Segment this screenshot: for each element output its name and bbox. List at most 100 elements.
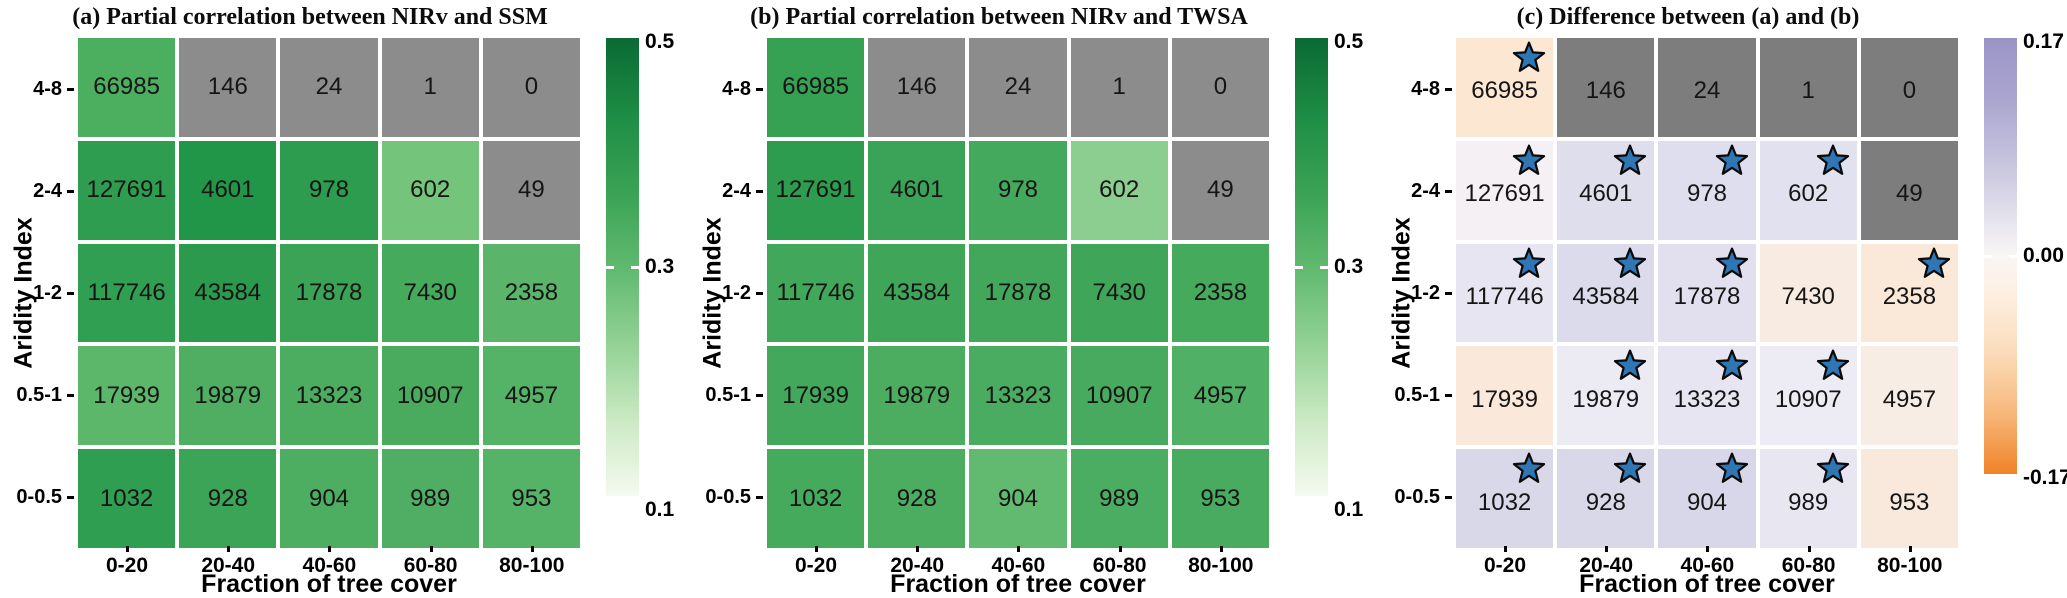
heatmap-cell: 13323 bbox=[1658, 346, 1756, 446]
colorbar-tick-mark bbox=[631, 266, 639, 269]
heatmap-cell: 49 bbox=[482, 140, 580, 240]
heatmap-cell: 989 bbox=[1070, 449, 1168, 548]
cell-count-label: 17939 bbox=[1471, 385, 1538, 413]
heatmap-grid: 66985 146 24 1 0 127691 4601 978 602 49 117746 4358… bbox=[78, 38, 580, 548]
x-tick-labels: 0-20 20-40 40-60 60-80 80-100 bbox=[78, 546, 580, 578]
x-tick-label: 20-40 bbox=[179, 546, 277, 578]
heatmap-cell: 978 bbox=[969, 140, 1067, 240]
x-axis-label: Fraction of tree cover bbox=[201, 570, 457, 598]
cell-count-label: 953 bbox=[1889, 488, 1930, 516]
significance-star-icon bbox=[1513, 452, 1546, 484]
cell-count-label: 928 bbox=[207, 484, 248, 512]
y-tick-label: 0-0.5 bbox=[689, 446, 763, 548]
cell-count-label: 978 bbox=[997, 176, 1039, 204]
cell-count-label: 602 bbox=[1788, 180, 1829, 208]
heatmap-grid: 66985 146 24 1 0 127691 4601 978 602 49 117746 4358… bbox=[767, 38, 1269, 548]
cell-count-label: 146 bbox=[896, 73, 937, 101]
panel-b-title: (b) Partial correlation between NIRv and… bbox=[750, 4, 1248, 30]
significance-star-icon bbox=[1715, 452, 1748, 484]
y-tick-label: 4-8 bbox=[0, 38, 74, 140]
x-tick-label: 20-40 bbox=[1557, 546, 1655, 578]
cell-count-label: 24 bbox=[315, 73, 343, 101]
heatmap-grid: 66985 146 24 1 0 127691 4601 978 602 49 117746 4358… bbox=[1456, 38, 1958, 548]
heatmap-cell: 66985 bbox=[1456, 38, 1554, 137]
cell-count-label: 4601 bbox=[1579, 180, 1633, 208]
heatmap-cell: 117746 bbox=[767, 243, 865, 343]
heatmap-cell: 4601 bbox=[1557, 140, 1655, 240]
colorbar bbox=[1984, 38, 2017, 474]
cell-count-label: 953 bbox=[511, 484, 552, 512]
cell-count-label: 7430 bbox=[1092, 278, 1146, 306]
cell-count-label: 49 bbox=[518, 176, 545, 204]
y-tick-label: 0.5-1 bbox=[689, 344, 763, 446]
heatmap-cell: 904 bbox=[1658, 449, 1756, 548]
heatmap-cell: 2358 bbox=[1171, 243, 1269, 343]
heatmap-cell: 7430 bbox=[1759, 243, 1857, 343]
cell-count-label: 928 bbox=[1585, 488, 1626, 516]
colorbar-tick-mark bbox=[606, 266, 614, 269]
heatmap-cell: 13323 bbox=[280, 346, 378, 446]
heatmap-cell: 904 bbox=[969, 449, 1067, 548]
cell-count-label: 602 bbox=[1099, 176, 1140, 204]
heatmap-cell: 602 bbox=[381, 140, 479, 240]
y-tick-label: 0.5-1 bbox=[0, 344, 74, 446]
cell-count-label: 1032 bbox=[788, 484, 843, 512]
cell-count-label: 13323 bbox=[295, 381, 363, 409]
colorbar bbox=[606, 38, 639, 496]
cell-count-label: 13323 bbox=[984, 381, 1052, 409]
colorbar-tick-label: 0.5 bbox=[645, 30, 675, 53]
y-tick-label: 1-2 bbox=[0, 242, 74, 344]
heatmap-cell: 978 bbox=[1658, 140, 1756, 240]
heatmap-cell: 1032 bbox=[767, 449, 865, 548]
y-tick-label: 2-4 bbox=[0, 140, 74, 242]
cell-count-label: 19879 bbox=[1572, 385, 1640, 413]
cell-count-label: 10907 bbox=[1085, 381, 1153, 409]
cell-count-label: 66985 bbox=[1471, 77, 1538, 105]
x-tick-label: 40-60 bbox=[1658, 546, 1756, 578]
heatmap-cell: 43584 bbox=[1557, 243, 1655, 343]
panel-c: (c) Difference between (a) and (b) Aridi… bbox=[1378, 0, 2067, 598]
cell-count-label: 7430 bbox=[1781, 282, 1835, 310]
heatmap-cell: 978 bbox=[280, 140, 378, 240]
cell-count-label: 904 bbox=[308, 484, 350, 512]
heatmap-cell: 117746 bbox=[1456, 243, 1554, 343]
x-tick-labels: 0-20 20-40 40-60 60-80 80-100 bbox=[1456, 546, 1958, 578]
cell-count-label: 4957 bbox=[1193, 381, 1248, 409]
heatmap-cell: 928 bbox=[868, 449, 966, 548]
panel-a-title: (a) Partial correlation between NIRv and… bbox=[72, 4, 548, 30]
cell-count-label: 978 bbox=[308, 176, 350, 204]
cell-count-label: 117746 bbox=[1465, 282, 1544, 310]
cell-count-label: 978 bbox=[1686, 180, 1728, 208]
heatmap-cell: 17939 bbox=[767, 346, 865, 446]
cell-count-label: 1032 bbox=[1477, 488, 1532, 516]
cell-count-label: 17939 bbox=[93, 381, 160, 409]
heatmap-cell: 1032 bbox=[78, 449, 176, 548]
heatmap-cell: 4957 bbox=[482, 346, 580, 446]
heatmap-cell: 43584 bbox=[179, 243, 277, 343]
significance-star-icon bbox=[1614, 144, 1647, 175]
significance-star-icon bbox=[1816, 349, 1849, 381]
colorbar-tick-label: -0.17 bbox=[2023, 466, 2067, 489]
y-tick-labels: 4-8 2-4 1-2 0.5-1 0-0.5 bbox=[1378, 38, 1452, 548]
heatmap-cell: 4957 bbox=[1860, 346, 1958, 446]
colorbar-tick-label: 0.1 bbox=[645, 498, 675, 521]
cell-count-label: 24 bbox=[1693, 77, 1721, 105]
x-tick-label: 40-60 bbox=[280, 546, 378, 578]
heatmap-cell: 4601 bbox=[868, 140, 966, 240]
cell-count-label: 24 bbox=[1004, 73, 1032, 101]
y-tick-label: 0-0.5 bbox=[1378, 446, 1452, 548]
heatmap-cell: 127691 bbox=[1456, 140, 1554, 240]
cell-count-label: 17878 bbox=[295, 278, 363, 306]
heatmap-cell: 24 bbox=[969, 38, 1067, 137]
x-tick-label: 0-20 bbox=[767, 546, 865, 578]
heatmap-cell: 17878 bbox=[280, 243, 378, 343]
cell-count-label: 2358 bbox=[1882, 282, 1937, 310]
significance-star-icon bbox=[1715, 144, 1748, 175]
cell-count-label: 117746 bbox=[87, 278, 166, 306]
colorbar-tick-label: 0.00 bbox=[2023, 244, 2064, 267]
heatmap-cell: 928 bbox=[1557, 449, 1655, 548]
heatmap-cell: 19879 bbox=[179, 346, 277, 446]
colorbar-tick-label: 0.17 bbox=[2023, 30, 2064, 53]
heatmap-cell: 13323 bbox=[969, 346, 1067, 446]
cell-count-label: 4957 bbox=[1882, 385, 1937, 413]
